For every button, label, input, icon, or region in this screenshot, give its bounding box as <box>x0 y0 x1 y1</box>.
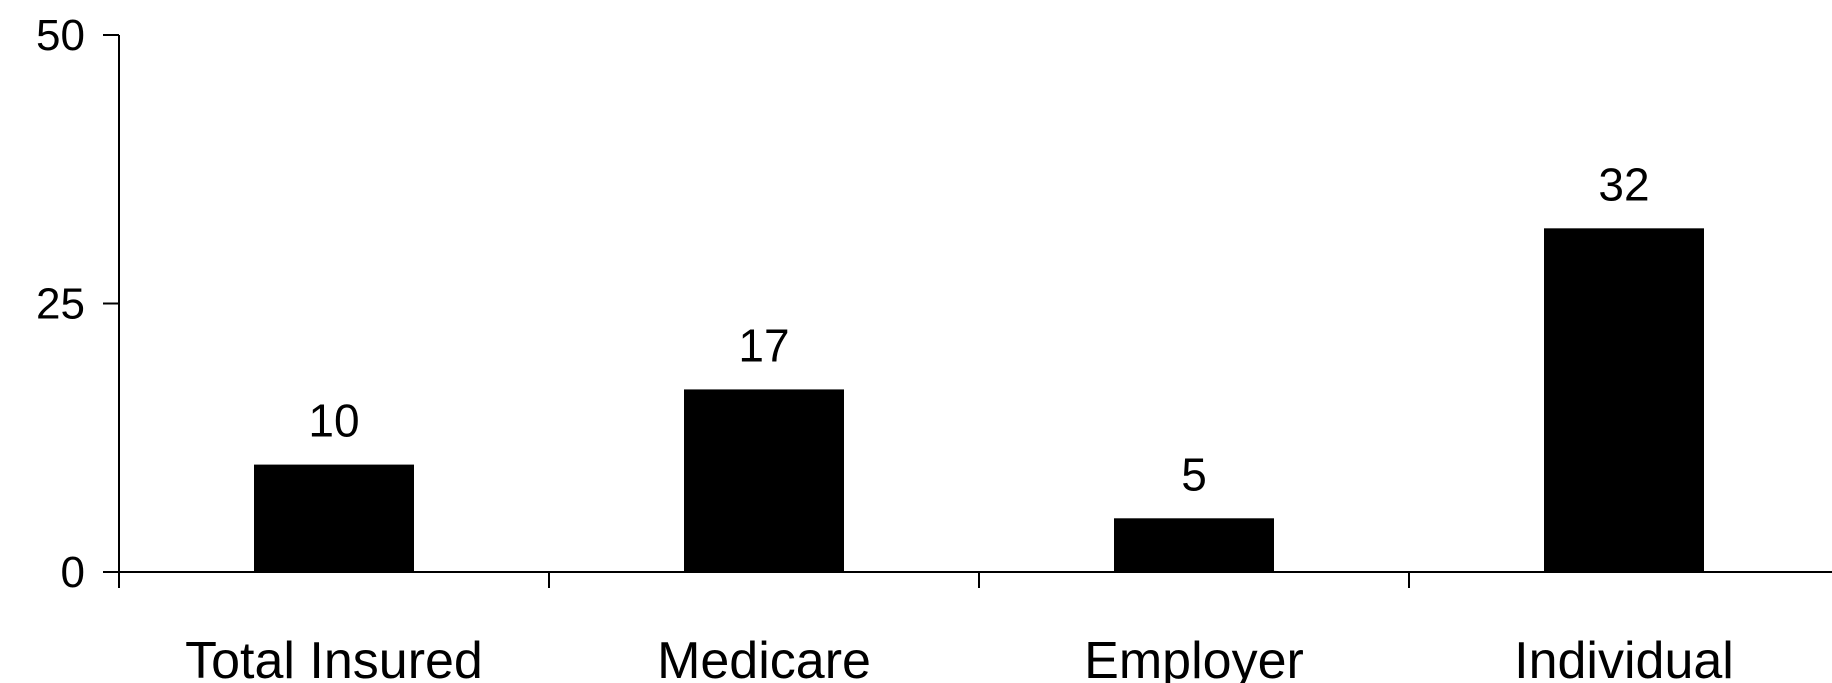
x-axis <box>119 571 1832 588</box>
data-label: 10 <box>308 395 359 447</box>
x-category-label: Total Insured <box>185 632 483 683</box>
data-label: 32 <box>1598 158 1649 210</box>
bars <box>254 228 1704 572</box>
x-category-label: Medicare <box>657 632 871 683</box>
y-tick-label: 0 <box>61 548 85 597</box>
data-label: 17 <box>738 319 789 371</box>
bar-total-insured <box>254 464 414 572</box>
y-tick-label: 25 <box>36 280 85 329</box>
x-category-label: Individual <box>1514 632 1734 683</box>
x-category-label: Employer <box>1084 632 1304 683</box>
category-labels: Total Insured Medicare Employer Individual <box>185 632 1734 683</box>
bar-individual <box>1544 228 1704 572</box>
y-tick-label: 50 <box>36 11 85 60</box>
bar-medicare <box>684 389 844 572</box>
y-axis: 0 25 50 <box>36 11 120 597</box>
data-label: 5 <box>1181 448 1207 500</box>
data-labels: 10 17 5 32 <box>308 158 1649 500</box>
bar-employer <box>1114 518 1274 572</box>
